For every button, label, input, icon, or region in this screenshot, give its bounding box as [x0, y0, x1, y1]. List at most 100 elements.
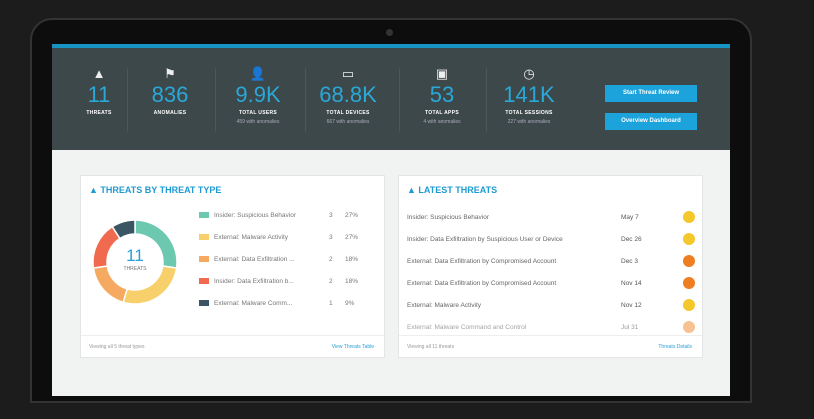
card-title: ▲ THREATS BY THREAT TYPE	[89, 185, 222, 195]
threat-date: Jul 31	[621, 324, 639, 331]
threats-by-type-card: ▲ THREATS BY THREAT TYPE 11 THREATS Insi…	[80, 175, 385, 358]
stat-total-devices: ▭ 68.8K TOTAL DEVICES 667 with anomalies	[308, 66, 388, 125]
legend-percent: 18%	[345, 278, 359, 285]
stat-value: 11	[87, 82, 111, 107]
threat-name: External: Data Exfiltration by Compromis…	[407, 280, 557, 287]
severity-badge	[683, 277, 695, 289]
card-footer: Viewing all 5 threat types View Threats T…	[81, 335, 384, 357]
stat-sub: 4 with anomalies	[423, 119, 461, 125]
threat-date: Dec 26	[621, 236, 642, 243]
legend-count: 2	[329, 278, 333, 285]
legend-percent: 27%	[345, 234, 359, 241]
severity-badge	[683, 255, 695, 267]
dashboard-screen: Start Threat Review Overview Dashboard ▲…	[52, 44, 730, 396]
legend-percent: 27%	[345, 212, 359, 219]
stat-value: 9.9K	[235, 82, 281, 107]
legend-label: External: Malware Activity	[214, 234, 289, 241]
stat-sub: 459 with anomalies	[236, 119, 280, 125]
overview-dashboard-button[interactable]: Overview Dashboard	[605, 113, 697, 130]
user-icon: 👤	[249, 66, 267, 81]
legend-swatch	[199, 256, 209, 263]
severity-badge	[683, 299, 695, 311]
stat-anomalies: ⚑ 836 ANOMALIES	[130, 66, 210, 119]
donut-center-value: 11	[126, 246, 144, 265]
severity-badge	[683, 211, 695, 223]
legend-label: External: Malware Comm...	[214, 300, 293, 307]
legend-percent: 9%	[345, 300, 355, 307]
legend-label: Insider: Suspicious Behavior	[214, 212, 297, 219]
legend-label: External: Data Exfiltration ...	[214, 256, 295, 263]
latest-threats-card: ▲ LATEST THREATS Insider: Suspicious Beh…	[398, 175, 703, 358]
card-title: ▲ LATEST THREATS	[407, 185, 498, 195]
stat-value: 836	[151, 82, 189, 107]
donut-chart	[92, 219, 178, 305]
stat-label: THREATS	[86, 110, 112, 116]
threat-date: Dec 3	[621, 258, 638, 265]
stat-value: 68.8K	[319, 82, 377, 107]
view-threats-table-link[interactable]: View Threats Table	[331, 344, 374, 350]
divider	[399, 68, 400, 132]
threat-date: Nov 12	[621, 302, 642, 309]
threat-row[interactable]: External: Malware Command and Control Jul…	[407, 321, 695, 333]
stat-label: TOTAL DEVICES	[326, 110, 370, 116]
monitor-icon: ▭	[341, 66, 355, 81]
threat-name: External: Data Exfiltration by Compromis…	[407, 258, 557, 265]
legend-swatch	[199, 278, 209, 285]
threat-date: May 7	[621, 214, 639, 221]
footer-text: Viewing all 11 threats	[407, 344, 455, 350]
legend-item[interactable]: External: Malware Comm... 1 9%	[199, 300, 359, 307]
divider	[305, 68, 306, 132]
legend-item[interactable]: External: Malware Activity 3 27%	[199, 234, 359, 241]
legend-label: Insider: Data Exfiltration b...	[214, 278, 294, 285]
stat-sub: 667 with anomalies	[326, 119, 370, 125]
legend-count: 2	[329, 256, 333, 263]
stat-total-apps: ▣ 53 TOTAL APPS 4 with anomalies	[402, 66, 482, 125]
stat-total-sessions: ◷ 141K TOTAL SESSIONS 227 with anomalies	[489, 66, 569, 125]
legend-item[interactable]: Insider: Data Exfiltration b... 2 18%	[199, 278, 359, 285]
legend-count: 1	[329, 300, 333, 307]
legend-swatch	[199, 300, 209, 307]
legend-swatch	[199, 212, 209, 219]
threat-row[interactable]: Insider: Suspicious Behavior May 7	[407, 211, 695, 223]
app-icon: ▣	[435, 66, 449, 81]
legend-count: 3	[329, 234, 333, 241]
legend-count: 3	[329, 212, 333, 219]
donut-center-label: THREATS	[123, 266, 147, 272]
flag-icon: ⚑	[164, 66, 176, 81]
card-title-text: THREATS BY THREAT TYPE	[100, 185, 222, 195]
stat-label: TOTAL SESSIONS	[505, 110, 553, 116]
severity-badge	[683, 233, 695, 245]
threat-name: External: Malware Activity	[407, 302, 482, 309]
stat-label: TOTAL APPS	[425, 110, 459, 116]
donut-slice[interactable]	[111, 219, 136, 240]
divider	[486, 68, 487, 132]
warning-icon: ▲	[92, 66, 106, 81]
legend-item[interactable]: External: Data Exfiltration ... 2 18%	[199, 256, 359, 263]
footer-text: Viewing all 5 threat types	[89, 344, 145, 350]
legend-percent: 18%	[345, 256, 359, 263]
stat-label: ANOMALIES	[153, 110, 187, 116]
stats-header: Start Threat Review Overview Dashboard ▲…	[52, 48, 730, 150]
threat-row[interactable]: External: Data Exfiltration by Compromis…	[407, 277, 695, 289]
threat-row[interactable]: Insider: Data Exfiltration by Suspicious…	[407, 233, 695, 245]
threat-date: Nov 14	[621, 280, 642, 287]
card-footer: Viewing all 11 threats Threats Details	[399, 335, 702, 357]
legend-swatch	[199, 234, 209, 241]
stat-value: 141K	[503, 82, 555, 107]
threat-row[interactable]: External: Malware Activity Nov 12	[407, 299, 695, 311]
threat-name: Insider: Suspicious Behavior	[407, 214, 490, 221]
threats-details-link[interactable]: Threats Details	[658, 344, 692, 350]
top-accent-bar	[52, 44, 730, 48]
legend-item[interactable]: Insider: Suspicious Behavior 3 27%	[199, 212, 359, 219]
clock-icon: ◷	[523, 66, 535, 81]
divider	[215, 68, 216, 132]
stat-total-users: 👤 9.9K TOTAL USERS 459 with anomalies	[218, 66, 298, 125]
stat-threats: ▲ 11 THREATS	[59, 66, 139, 119]
threat-row[interactable]: External: Data Exfiltration by Compromis…	[407, 255, 695, 267]
camera	[386, 29, 393, 36]
threat-name: External: Malware Command and Control	[407, 324, 527, 331]
stat-sub: 227 with anomalies	[507, 119, 551, 125]
start-threat-review-button[interactable]: Start Threat Review	[605, 85, 697, 102]
stat-label: TOTAL USERS	[238, 110, 278, 116]
divider	[127, 68, 128, 132]
